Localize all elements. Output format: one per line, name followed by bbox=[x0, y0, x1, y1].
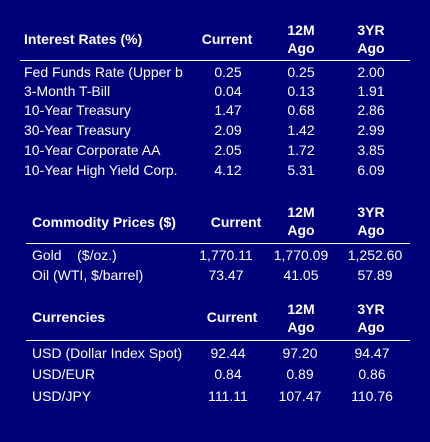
interest-rate-row: 10-Year Treasury 1.47 0.68 2.86 bbox=[0, 102, 430, 122]
interest-rate-current: 2.09 bbox=[214, 122, 242, 138]
interest-rate-current: 0.04 bbox=[214, 83, 242, 99]
interest-rates-divider bbox=[20, 60, 410, 61]
interest-rate-row: 10-Year Corporate AA 2.05 1.72 3.85 bbox=[0, 142, 430, 162]
currency-3yr: 94.47 bbox=[354, 345, 390, 361]
interest-rate-current: 1.47 bbox=[214, 102, 242, 118]
interest-rate-3yr: 2.00 bbox=[357, 64, 385, 80]
currency-12m: 0.89 bbox=[286, 366, 314, 382]
interest-rate-label: 30-Year Treasury bbox=[24, 122, 131, 138]
currency-current: 111.11 bbox=[208, 388, 248, 404]
interest-rates-col-12m: 12M bbox=[287, 22, 315, 38]
interest-rates-col-3yr: 3YR bbox=[357, 22, 385, 38]
interest-rate-label: 10-Year Treasury bbox=[24, 102, 131, 118]
interest-rate-12m: 1.72 bbox=[287, 142, 315, 158]
interest-rate-current: 0.25 bbox=[214, 64, 242, 80]
currencies-col-3yr: 3YR bbox=[357, 301, 385, 317]
currency-label: USD/EUR bbox=[32, 366, 96, 382]
interest-rate-12m: 0.13 bbox=[287, 83, 315, 99]
commodity-12m: 1,770.09 bbox=[273, 247, 329, 263]
commodity-current: 1,770.11 bbox=[199, 247, 253, 263]
commodity-3yr: 57.89 bbox=[357, 267, 393, 283]
currencies-divider bbox=[26, 340, 410, 341]
commodity-label: Gold ($/oz.) bbox=[32, 247, 117, 263]
commodity-prices-col-3yr: 3YR bbox=[357, 204, 385, 220]
currency-current: 0.84 bbox=[214, 366, 242, 382]
currency-3yr: 110.76 bbox=[351, 388, 393, 404]
commodity-12m: 41.05 bbox=[283, 267, 319, 283]
commodity-3yr: 1,252.60 bbox=[347, 247, 403, 263]
interest-rate-current: 4.12 bbox=[214, 162, 242, 178]
commodity-current: 73.47 bbox=[208, 267, 244, 283]
interest-rate-current: 2.05 bbox=[214, 142, 242, 158]
interest-rate-label: 3-Month T-Bill bbox=[24, 83, 111, 99]
commodity-prices-divider bbox=[26, 243, 410, 244]
commodity-row: Oil (WTI, $/barrel) 73.47 41.05 57.89 bbox=[0, 267, 430, 287]
currencies-col-3yr-sub: Ago bbox=[357, 319, 385, 335]
currency-row: USD/EUR 0.84 0.89 0.86 bbox=[0, 366, 430, 386]
interest-rate-12m: 1.42 bbox=[287, 122, 315, 138]
interest-rate-row: 10-Year High Yield Corp. 4.12 5.31 6.09 bbox=[0, 162, 430, 182]
interest-rate-3yr: 6.09 bbox=[357, 162, 385, 178]
currency-12m: 107.47 bbox=[278, 388, 322, 404]
interest-rates-col-current: Current bbox=[201, 31, 253, 47]
interest-rate-label: Fed Funds Rate (Upper b bbox=[24, 64, 183, 80]
interest-rate-3yr: 2.86 bbox=[357, 102, 385, 118]
interest-rate-label: 10-Year Corporate AA bbox=[24, 142, 161, 158]
currency-label: USD/JPY bbox=[32, 388, 92, 404]
commodity-prices-col-12m: 12M bbox=[287, 204, 315, 220]
interest-rate-row: Fed Funds Rate (Upper b 0.25 0.25 2.00 bbox=[0, 64, 430, 84]
interest-rate-12m: 0.68 bbox=[287, 102, 315, 118]
currencies-col-current: Current bbox=[206, 309, 258, 325]
currencies-title: Currencies bbox=[32, 309, 106, 325]
currencies-col-12m: 12M bbox=[287, 301, 315, 317]
interest-rate-12m: 5.31 bbox=[287, 162, 315, 178]
interest-rates-col-3yr-sub: Ago bbox=[357, 40, 385, 56]
commodity-prices-col-current: Current bbox=[210, 214, 262, 230]
interest-rate-3yr: 1.91 bbox=[357, 83, 385, 99]
currency-3yr: 0.86 bbox=[358, 366, 386, 382]
interest-rate-3yr: 3.85 bbox=[357, 142, 385, 158]
interest-rate-row: 3-Month T-Bill 0.04 0.13 1.91 bbox=[0, 83, 430, 103]
commodity-row: Gold ($/oz.) 1,770.11 1,770.09 1,252.60 bbox=[0, 247, 430, 267]
currency-row: USD (Dollar Index Spot) 92.44 97.20 94.4… bbox=[0, 345, 430, 365]
commodity-prices-title: Commodity Prices ($) bbox=[32, 214, 176, 230]
currency-12m: 97.20 bbox=[282, 345, 318, 361]
currency-label: USD (Dollar Index Spot) bbox=[32, 345, 183, 361]
interest-rates-col-12m-sub: Ago bbox=[287, 40, 315, 56]
interest-rate-12m: 0.25 bbox=[287, 64, 315, 80]
currency-current: 92.44 bbox=[210, 345, 246, 361]
commodity-label: Oil (WTI, $/barrel) bbox=[32, 267, 144, 283]
interest-rate-3yr: 2.99 bbox=[357, 122, 385, 138]
commodity-prices-col-12m-sub: Ago bbox=[287, 222, 315, 238]
interest-rate-row: 30-Year Treasury 2.09 1.42 2.99 bbox=[0, 122, 430, 142]
commodity-prices-col-3yr-sub: Ago bbox=[357, 222, 385, 238]
interest-rate-label: 10-Year High Yield Corp. bbox=[24, 162, 178, 178]
interest-rates-title: Interest Rates (%) bbox=[24, 31, 143, 47]
currency-row: USD/JPY 111.11 107.47 110.76 bbox=[0, 388, 430, 408]
currencies-col-12m-sub: Ago bbox=[287, 319, 315, 335]
